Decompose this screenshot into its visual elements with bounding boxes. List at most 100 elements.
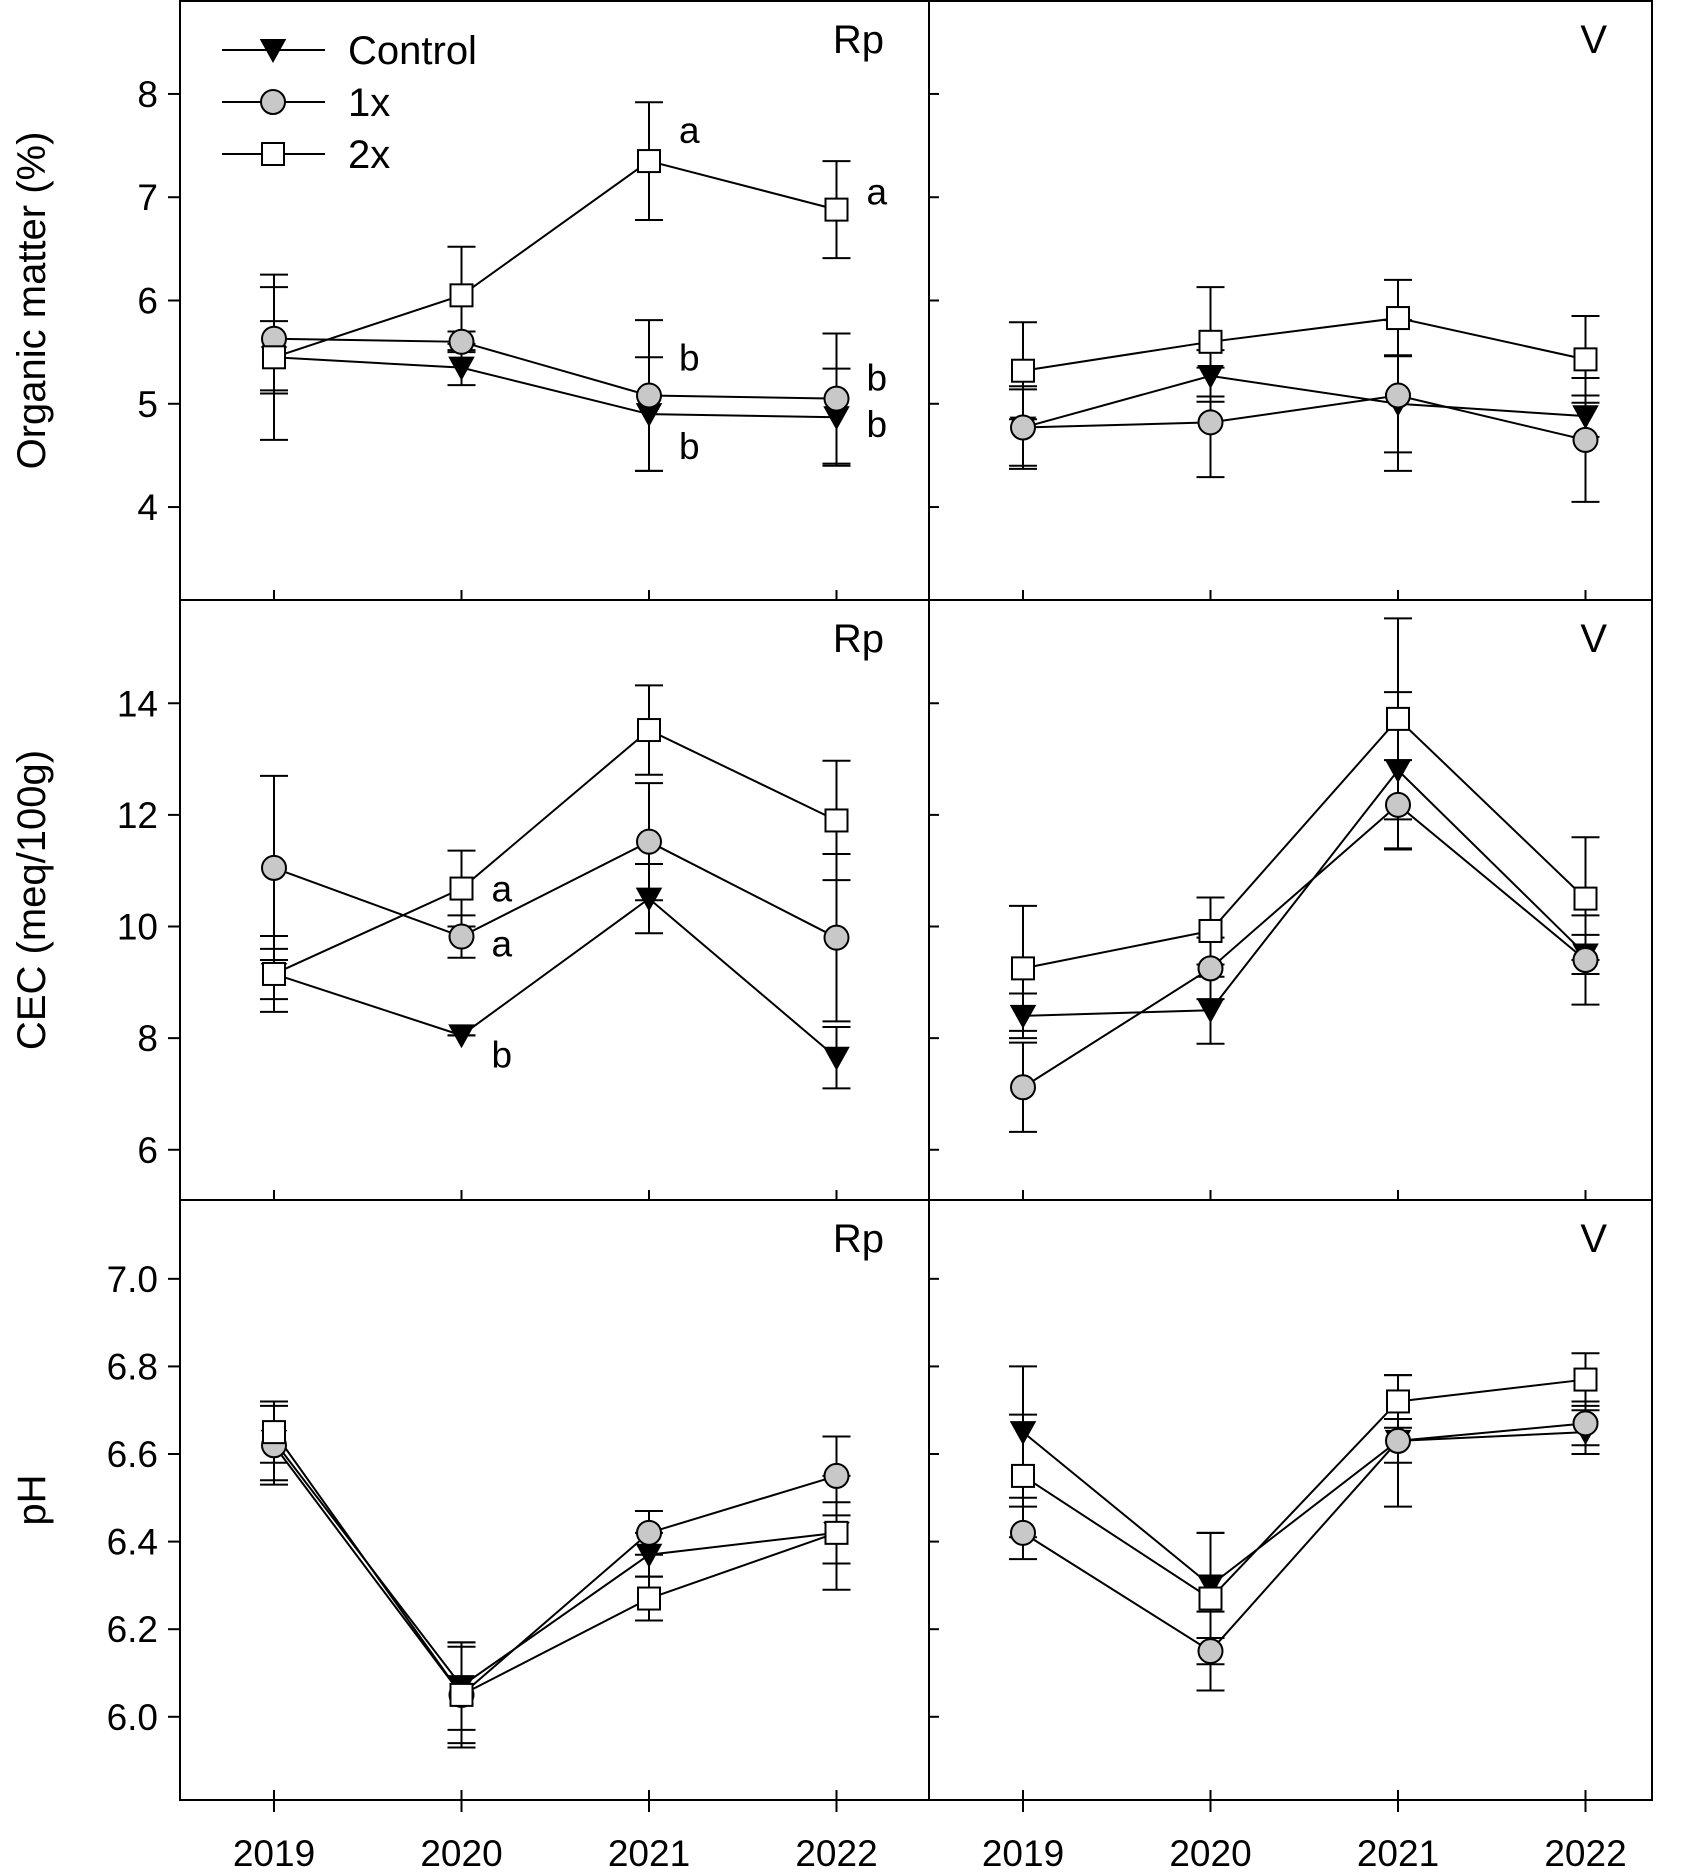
y-tick-label: 6.2 xyxy=(107,1609,158,1650)
series-line xyxy=(273,356,837,419)
series-line xyxy=(273,897,838,1059)
data-point xyxy=(1572,426,1599,453)
y-axis-title: pH xyxy=(10,1474,54,1525)
panel-Rp-3: Rp xyxy=(260,1217,884,1749)
data-point xyxy=(637,1586,661,1611)
series-2x xyxy=(1009,617,1600,1032)
y-tick-label: 6.8 xyxy=(107,1346,158,1387)
significance-label: b xyxy=(679,426,700,467)
y-tick-label: 6 xyxy=(137,1130,158,1171)
legend-item-2x: 2x xyxy=(222,133,390,177)
panel-label: Rp xyxy=(833,1217,884,1261)
series-1x xyxy=(260,1404,851,1749)
data-point xyxy=(1010,1519,1036,1546)
panel-V-3: V xyxy=(1009,1217,1607,1692)
series-line xyxy=(1022,374,1586,429)
x-tick-label: 2020 xyxy=(1169,1833,1251,1873)
y-tick-label: 8 xyxy=(137,1018,158,1059)
data-point xyxy=(1572,947,1599,973)
legend-label: 2x xyxy=(348,133,390,177)
significance-label: a xyxy=(492,869,513,910)
y-tick-label: 6.6 xyxy=(107,1434,158,1475)
series-1x xyxy=(260,774,851,1023)
data-point xyxy=(1010,1074,1036,1101)
significance-label: b xyxy=(492,1034,513,1075)
data-point xyxy=(448,356,475,381)
data-point xyxy=(261,854,287,881)
data-point xyxy=(449,876,474,901)
data-point xyxy=(448,328,475,355)
y-tick-label: 14 xyxy=(117,683,158,724)
data-point xyxy=(1385,1427,1411,1454)
data-point xyxy=(1197,409,1224,436)
data-point xyxy=(262,345,286,370)
data-point xyxy=(262,1420,286,1445)
series-line xyxy=(1022,317,1586,372)
series-line xyxy=(273,337,837,400)
series-Control xyxy=(260,273,851,472)
data-point xyxy=(824,808,849,833)
legend-item-Control: Control xyxy=(222,29,477,73)
panel-label: Rp xyxy=(833,18,884,62)
series-line xyxy=(1022,1431,1586,1587)
significance-label: a xyxy=(867,172,888,213)
legend-label: 1x xyxy=(348,81,390,125)
x-tick-label: 2021 xyxy=(608,1833,690,1873)
panel-label: Rp xyxy=(833,617,884,661)
data-point xyxy=(1198,1586,1223,1611)
series-line xyxy=(1022,394,1586,441)
data-point xyxy=(1573,1367,1598,1392)
panel-V-2: V xyxy=(1009,617,1607,1133)
series-Control xyxy=(1009,691,1600,1045)
series-1x xyxy=(260,286,851,472)
series-2x xyxy=(260,1400,851,1745)
data-point xyxy=(1384,759,1412,784)
x-tick-label: 2019 xyxy=(233,1833,315,1873)
figure-frame xyxy=(168,0,1653,1812)
data-point xyxy=(824,1520,849,1545)
x-tick-label: 2020 xyxy=(420,1833,502,1873)
data-point xyxy=(1572,1410,1599,1437)
data-point xyxy=(823,1462,850,1489)
data-point xyxy=(1572,405,1599,430)
series-1x xyxy=(1009,759,1600,1133)
legend-label: Control xyxy=(348,29,477,73)
series-line xyxy=(273,159,837,359)
data-point xyxy=(1386,306,1410,331)
x-tick-label: 2021 xyxy=(1357,1833,1439,1873)
series-2x xyxy=(1009,1352,1600,1666)
data-point xyxy=(1011,956,1035,981)
data-point xyxy=(1010,414,1036,441)
data-point xyxy=(635,887,663,912)
panel-label: V xyxy=(1580,18,1607,62)
series-Control xyxy=(260,863,851,1090)
x-tick-label: 2022 xyxy=(1544,1833,1626,1873)
significance-label: a xyxy=(492,924,513,965)
panel-V-1: V xyxy=(1009,18,1607,503)
y-tick-label: 8 xyxy=(137,74,158,115)
significance-label: a xyxy=(679,110,700,151)
series-line xyxy=(1022,1422,1586,1653)
series-line xyxy=(1022,1378,1586,1600)
y-tick-label: 7.0 xyxy=(107,1259,158,1300)
data-point xyxy=(636,382,662,409)
data-point xyxy=(1197,1638,1224,1665)
y-tick-label: 5 xyxy=(137,384,158,425)
y-tick-label: 10 xyxy=(117,907,158,948)
data-point xyxy=(448,1024,475,1049)
x-tick-label: 2019 xyxy=(982,1833,1064,1873)
series-line xyxy=(1022,803,1587,1089)
data-point xyxy=(1198,329,1223,354)
series-line xyxy=(273,728,837,975)
y-tick-label: 6.4 xyxy=(107,1522,158,1563)
data-point xyxy=(1385,791,1411,818)
y-axis-title: Organic matter (%) xyxy=(10,132,54,470)
data-point xyxy=(636,1519,662,1546)
x-tick-label: 2022 xyxy=(795,1833,877,1873)
data-point xyxy=(637,718,661,743)
data-point xyxy=(636,828,662,855)
data-point xyxy=(1197,1574,1224,1599)
panel-Rp-2: Rp b aa xyxy=(260,617,884,1090)
